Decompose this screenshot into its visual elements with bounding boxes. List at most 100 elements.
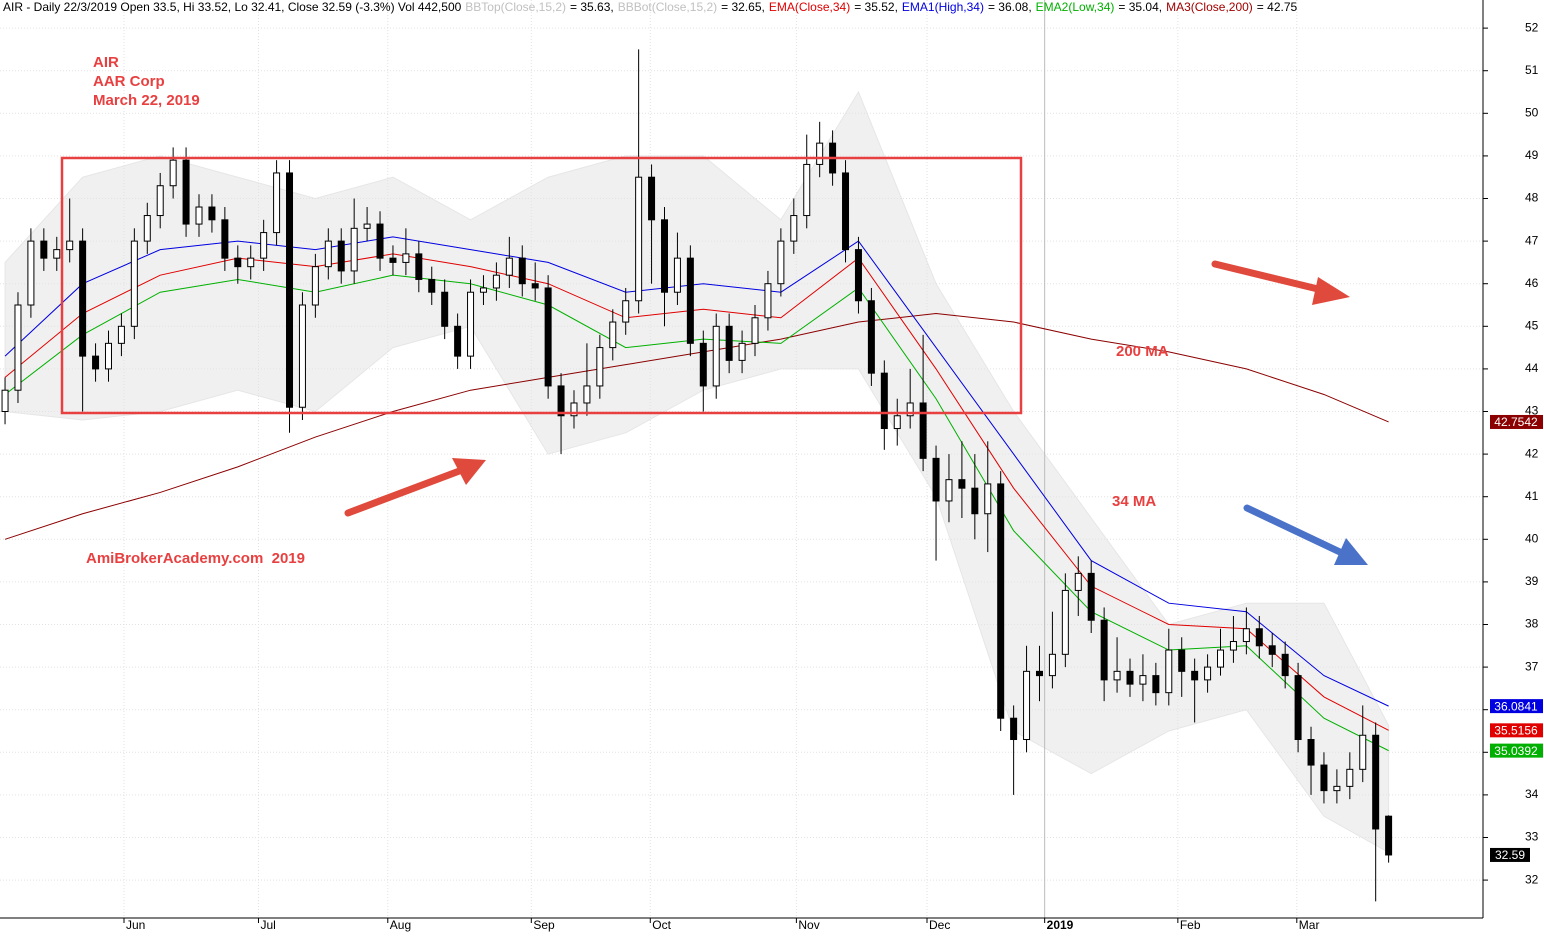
candle-body [803,163,811,217]
candle-body [1165,649,1173,694]
candle-body [273,172,281,234]
header-segment: BBBot(Close,15,2) [618,0,717,14]
y-tick-label: 49 [1525,148,1539,162]
x-tick-label: 2019 [1047,918,1074,932]
candle-body [583,385,591,404]
candle-body [725,325,733,361]
candle-body [932,457,940,502]
candle-body [492,274,500,289]
candle-body [1229,641,1237,651]
header-segment: MA3(Close,200) [1166,0,1253,14]
candle-body [1152,675,1160,694]
header-segment: = 36.08, [988,0,1032,14]
y-tick-label: 45 [1525,318,1539,332]
candle-body [596,347,604,387]
x-tick-label: Feb [1180,918,1201,932]
candle-body [1010,717,1018,741]
candle-body [1294,675,1302,741]
candle-body [92,355,100,370]
candle-body [66,240,74,251]
header-segment: EMA2(Low,34) [1036,0,1115,14]
candle-body [208,206,216,221]
candle-body [1100,619,1108,681]
arrow [344,458,486,517]
candle-body [1048,653,1056,677]
candle-body [260,232,268,259]
axis-labels: 3233343536373839404142434445464748495051… [123,20,1543,932]
candle-body [699,342,707,387]
price-tag [1490,699,1543,714]
candle-body [1242,628,1250,643]
indicator-line [4,236,1389,707]
candle-body [906,402,914,417]
candle-body [1087,572,1095,621]
header-segment: EMA(Close,34) [769,0,850,14]
candle-body [1255,628,1263,647]
candle-body [1333,785,1341,792]
candle-body [298,304,306,408]
price-tag [1490,414,1543,429]
candle-body [1385,815,1393,856]
candle-body [1346,768,1354,787]
x-tick-label: Mar [1299,918,1320,932]
candle-body [40,240,48,259]
y-tick-label: 37 [1525,659,1539,673]
candle-body [1061,589,1069,655]
candle-body [169,159,177,187]
price-tag-label: 35.0392 [1494,744,1538,758]
candle-body [247,257,255,268]
y-tick-label: 42 [1525,446,1539,460]
candle-body [893,415,901,430]
candle-body [117,325,125,344]
candle-body [880,372,888,430]
candle-body [1217,649,1225,668]
candle-body [531,283,539,289]
candle-body [919,402,927,459]
x-tick-label: Nov [798,918,819,932]
y-tick-label: 47 [1525,233,1539,247]
candle-body [958,479,966,489]
y-tick-label: 51 [1525,63,1539,77]
range-box [60,156,1023,415]
candle-body [350,227,358,272]
candle-body [415,253,423,280]
candle-body [842,172,850,251]
header: AIR - Daily 22/3/2019 Open 33.5, Hi 33.5… [3,0,1297,14]
annotation: 200 MA [1116,343,1169,360]
candle-body [1126,670,1134,685]
annotation: 34 MA [1112,493,1156,510]
candle-body [389,257,397,263]
candle-body [570,402,578,417]
header-segment: = 35.52, [854,0,898,14]
x-tick-label: Sep [533,918,555,932]
annotations: AIR AAR Corp March 22, 2019 AmiBrokerAca… [86,54,1169,567]
candle-body [1372,734,1380,830]
grid-layer [0,0,1483,918]
y-tick-label: 33 [1525,830,1539,844]
x-tick-label: Dec [929,918,950,932]
candle-body [454,325,462,357]
candle-body [286,172,294,408]
candle-body [53,249,61,259]
candle-body [324,240,332,268]
candle-body [660,219,668,293]
candle-body [1307,739,1315,766]
y-tick-label: 46 [1525,276,1539,290]
y-tick-label: 50 [1525,105,1539,119]
y-tick-label: 43 [1525,404,1539,418]
header-segment: = 42.75 [1257,0,1298,14]
candle-body [467,291,475,357]
candle-body [221,219,229,259]
candle-body [1074,572,1082,591]
price-tag [1490,743,1543,758]
candle-body [14,304,22,391]
annotation: March 22, 2019 [93,92,200,109]
candle-body [428,278,436,293]
candle-body [1,389,9,413]
annotation: AAR Corp [93,73,165,90]
candle-body [104,342,112,370]
y-tick-label: 41 [1525,489,1539,503]
candle-body [1281,653,1289,677]
